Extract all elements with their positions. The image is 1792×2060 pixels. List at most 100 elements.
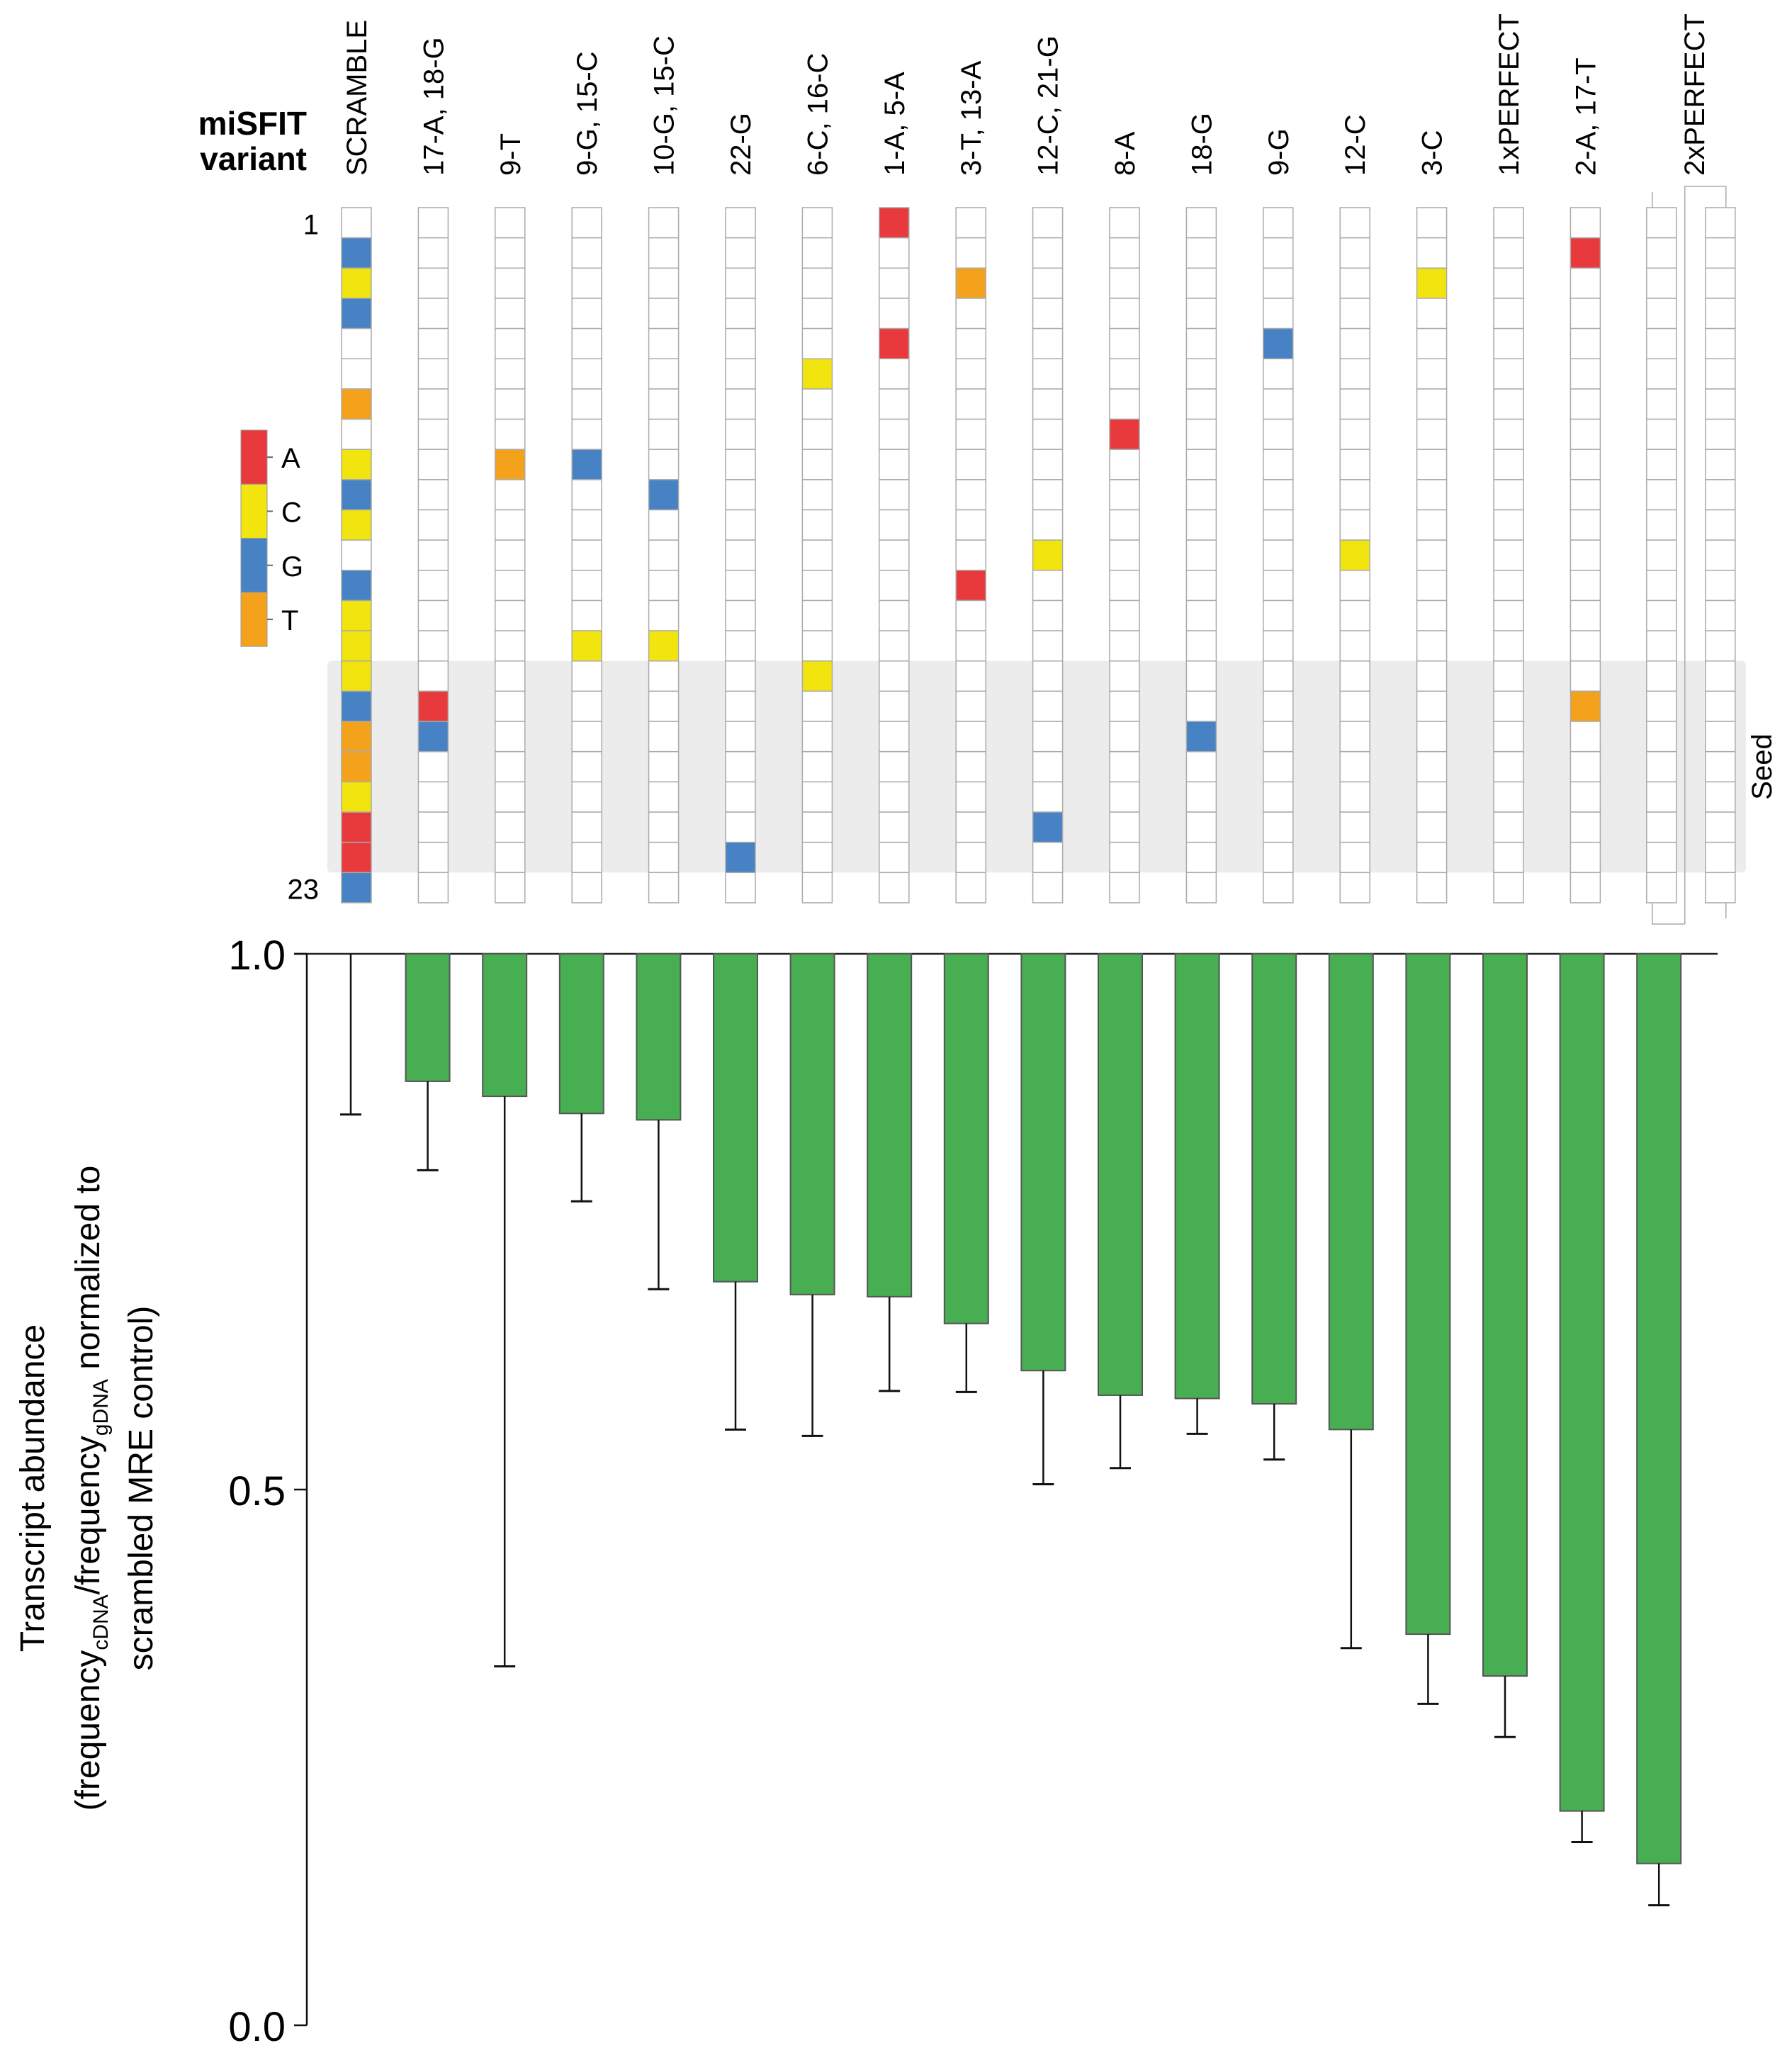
- grid-cell-empty: [955, 750, 986, 783]
- grid-cell-empty: [417, 237, 449, 269]
- grid-cell-empty: [725, 750, 756, 783]
- grid-cell-empty: [1416, 781, 1448, 813]
- grid-cell-empty: [417, 600, 449, 631]
- grid-cell-empty: [1416, 327, 1448, 360]
- grid-cell-A: [1570, 237, 1601, 269]
- grid-cell-empty: [1032, 418, 1064, 450]
- grid-cell-empty: [725, 660, 756, 692]
- grid-cell-empty: [955, 298, 986, 330]
- grid-cell-empty: [571, 207, 602, 239]
- column-label: 18-G: [1186, 113, 1217, 176]
- grid-cell-empty: [1416, 660, 1448, 692]
- grid-cell-empty: [1493, 811, 1524, 843]
- grid-cell-empty: [879, 449, 910, 480]
- grid-cell-empty: [1109, 872, 1140, 904]
- grid-cell-empty: [1646, 750, 1677, 783]
- grid-cell-empty: [1032, 841, 1064, 874]
- grid-cell-empty: [417, 660, 449, 692]
- grid-cell-empty: [571, 600, 602, 631]
- grid-cell-empty: [1646, 539, 1677, 571]
- grid-cell-empty: [1493, 388, 1524, 420]
- bracket-line: [1684, 186, 1727, 924]
- grid-cell-empty: [1416, 841, 1448, 874]
- grid-cell-empty: [1185, 750, 1217, 783]
- column-label: 1xPERFECT: [1494, 13, 1525, 176]
- grid-cell-empty: [1185, 872, 1217, 904]
- grid-cell-empty: [417, 750, 449, 783]
- grid-cell-empty: [1032, 781, 1064, 813]
- grid-cell-empty: [648, 570, 680, 602]
- column-label: 9-T: [495, 133, 526, 176]
- grid-cell-empty: [1263, 570, 1294, 602]
- grid-cell-empty: [1109, 237, 1140, 269]
- grid-cell-empty: [879, 539, 910, 571]
- grid-cell-empty: [1263, 418, 1294, 450]
- y-tick-label: 1.0: [228, 933, 286, 979]
- grid-cell-empty: [801, 841, 833, 874]
- grid-cell-empty: [1109, 750, 1140, 783]
- grid-cell-empty: [725, 388, 756, 420]
- grid-cell-empty: [1109, 600, 1140, 631]
- grid-cell-empty: [417, 630, 449, 662]
- grid-cell-empty: [955, 237, 986, 269]
- grid-cell-empty: [1109, 721, 1140, 753]
- grid-cell-empty: [417, 207, 449, 239]
- grid-cell-empty: [801, 570, 833, 602]
- grid-cell-empty: [955, 449, 986, 480]
- grid-cell-empty: [1570, 811, 1601, 843]
- grid-cell-empty: [1109, 298, 1140, 330]
- grid-cell-empty: [1705, 418, 1736, 450]
- grid-cell-empty: [571, 358, 602, 390]
- grid-cell-empty: [725, 872, 756, 904]
- column-label: SCRAMBLE: [342, 20, 373, 176]
- grid-cell-empty: [1263, 358, 1294, 390]
- grid-cell-empty: [879, 750, 910, 783]
- grid-cell-empty: [725, 298, 756, 330]
- grid-cell-empty: [955, 841, 986, 874]
- grid-cell-empty: [879, 358, 910, 390]
- grid-cell-empty: [1263, 811, 1294, 843]
- grid-cell-empty: [495, 841, 526, 874]
- grid-cell-C: [341, 630, 372, 662]
- grid-cell-T: [955, 267, 986, 299]
- grid-cell-empty: [1705, 267, 1736, 299]
- grid-cell-empty: [1109, 207, 1140, 239]
- grid-cell-empty: [1493, 872, 1524, 904]
- grid-cell-empty: [1570, 509, 1601, 541]
- grid-cell-empty: [1263, 207, 1294, 239]
- grid-cell-empty: [571, 841, 602, 874]
- grid-cell-empty: [1339, 570, 1370, 602]
- grid-cell-empty: [1109, 690, 1140, 722]
- grid-cell-empty: [648, 327, 680, 360]
- grid-cell-empty: [879, 872, 910, 904]
- grid-cell-empty: [1570, 479, 1601, 511]
- grid-cell-empty: [417, 327, 449, 360]
- grid-cell-empty: [725, 327, 756, 360]
- grid-cell-empty: [879, 841, 910, 874]
- grid-cell-empty: [955, 418, 986, 450]
- grid-cell-empty: [1570, 750, 1601, 783]
- grid-cell-empty: [1109, 388, 1140, 420]
- grid-cell-empty: [1185, 841, 1217, 874]
- grid-cell-empty: [648, 418, 680, 450]
- grid-cell-G: [725, 841, 756, 874]
- column-label: 9-G, 15-C: [572, 51, 603, 176]
- grid-cell-empty: [955, 660, 986, 692]
- grid-cell-empty: [495, 237, 526, 269]
- grid-cell-empty: [1493, 237, 1524, 269]
- grid-cell-empty: [1493, 660, 1524, 692]
- legend-swatch-C: [240, 483, 268, 539]
- bar: [867, 953, 913, 1298]
- grid-cell-C: [648, 630, 680, 662]
- grid-cell-empty: [1185, 630, 1217, 662]
- grid-cell-empty: [801, 811, 833, 843]
- grid-cell-empty: [1263, 479, 1294, 511]
- grid-cell-empty: [1493, 267, 1524, 299]
- grid-cell-empty: [955, 388, 986, 420]
- legend-swatch-A: [240, 429, 268, 485]
- y-axis-label-line1: Transcript abundance: [14, 1324, 52, 1653]
- grid-cell-empty: [1570, 660, 1601, 692]
- column-label: 6-C, 16-C: [802, 53, 833, 176]
- column-label: 2xPERFECT: [1679, 13, 1711, 176]
